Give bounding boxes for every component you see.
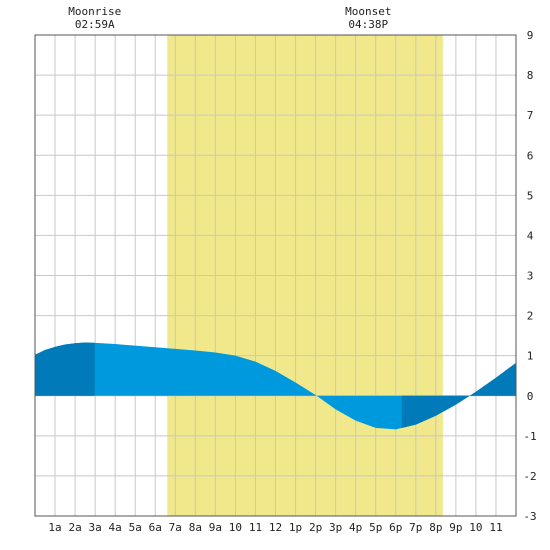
x-tick-label: 9p bbox=[449, 521, 462, 534]
x-tick-label: 7p bbox=[409, 521, 422, 534]
moon-event-label: Moonset bbox=[345, 5, 391, 18]
y-tick-label: 2 bbox=[527, 310, 534, 323]
y-tick-label: 0 bbox=[527, 390, 534, 403]
x-tick-label: 6a bbox=[149, 521, 162, 534]
y-tick-label: 1 bbox=[527, 350, 534, 363]
x-tick-label: 10 bbox=[469, 521, 482, 534]
y-tick-label: 7 bbox=[527, 109, 534, 122]
moon-event-label: Moonrise bbox=[68, 5, 121, 18]
y-tick-label: -1 bbox=[523, 430, 536, 443]
y-tick-label: 8 bbox=[527, 69, 534, 82]
x-tick-label: 1a bbox=[48, 521, 61, 534]
y-tick-label: 4 bbox=[527, 229, 534, 242]
x-tick-label: 8a bbox=[189, 521, 202, 534]
y-tick-label: -3 bbox=[523, 510, 536, 523]
y-tick-label: -2 bbox=[523, 470, 536, 483]
y-tick-label: 5 bbox=[527, 189, 534, 202]
x-tick-label: 10 bbox=[229, 521, 242, 534]
x-tick-label: 2a bbox=[68, 521, 81, 534]
moon-event-time: 04:38P bbox=[348, 18, 388, 31]
y-tick-label: 6 bbox=[527, 149, 534, 162]
moon-event-time: 02:59A bbox=[75, 18, 115, 31]
x-tick-label: 4p bbox=[349, 521, 362, 534]
y-tick-label: 9 bbox=[527, 29, 534, 42]
x-tick-label: 5p bbox=[369, 521, 382, 534]
x-tick-label: 4a bbox=[109, 521, 122, 534]
x-tick-label: 1p bbox=[289, 521, 302, 534]
x-tick-label: 8p bbox=[429, 521, 442, 534]
plot-frame bbox=[34, 34, 517, 517]
x-tick-label: 11 bbox=[489, 521, 502, 534]
x-tick-label: 6p bbox=[389, 521, 402, 534]
x-tick-label: 7a bbox=[169, 521, 182, 534]
y-tick-label: 3 bbox=[527, 270, 534, 283]
x-tick-label: 11 bbox=[249, 521, 262, 534]
x-tick-label: 9a bbox=[209, 521, 222, 534]
x-tick-label: 2p bbox=[309, 521, 322, 534]
x-tick-label: 3p bbox=[329, 521, 342, 534]
x-tick-label: 3a bbox=[89, 521, 102, 534]
x-tick-label: 12 bbox=[269, 521, 282, 534]
x-tick-label: 5a bbox=[129, 521, 142, 534]
tide-area bbox=[35, 342, 516, 430]
